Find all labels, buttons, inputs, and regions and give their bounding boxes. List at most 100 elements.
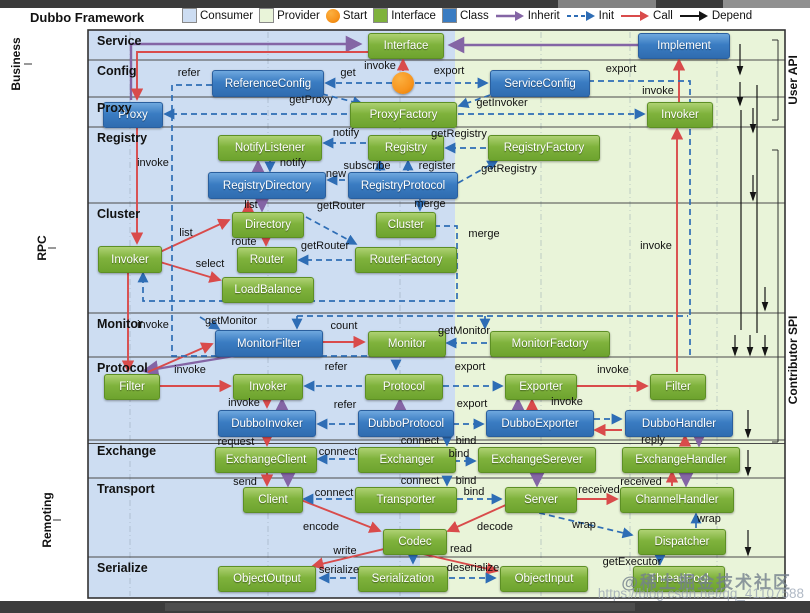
edge-label: write [333, 545, 357, 557]
node-router: Router [237, 247, 297, 273]
top-bar-segment [723, 0, 810, 8]
side-label-contributor-spi: Contributor SPI [786, 315, 800, 405]
edge-label: serialize [318, 564, 360, 576]
edge-label: getRegistry [481, 163, 537, 175]
class-swatch-icon [441, 8, 457, 23]
node-object-output: ObjectOutput [218, 566, 316, 592]
edge-label: invoke [174, 364, 206, 376]
edge-label: refer [177, 67, 201, 79]
layer-label-config: Config [97, 64, 137, 78]
edge-call [413, 551, 499, 575]
edge-label: wrap [572, 519, 596, 531]
edge-label: getInvoker [476, 97, 528, 109]
edge-label: notify [332, 127, 360, 139]
interface-swatch-icon [373, 8, 389, 23]
edge-label: getRegistry [431, 128, 487, 140]
edge-label: connect [318, 446, 358, 458]
edge-label: send [233, 476, 257, 488]
node-exporter: Exporter [505, 374, 577, 400]
init-arrow-icon [566, 10, 595, 21]
edge-label: bind [455, 475, 477, 487]
node-dubbo-handler: DubboHandler [625, 410, 733, 437]
start-dot [392, 72, 414, 94]
legend-item-start: Start [325, 8, 368, 23]
legend-item-depend: Depend [679, 10, 752, 22]
side-label-remoting: Remoting [40, 492, 54, 548]
provider-swatch-icon [259, 8, 275, 23]
watermark-url: https://blog.csdn.net/qq_41107588 [597, 586, 804, 601]
consumer-swatch-icon [182, 8, 197, 23]
edge-label: received [620, 476, 662, 488]
call-arrow-icon [621, 10, 650, 21]
edge-label: register [418, 160, 456, 172]
edge-label: list [244, 199, 258, 211]
node-load-balance: LoadBalance [222, 277, 314, 303]
node-invoker-cluster: Invoker [98, 246, 162, 273]
node-cluster: Cluster [376, 212, 436, 238]
edge-init [171, 84, 402, 371]
node-object-input: ObjectInput [500, 566, 588, 592]
edge-label: wrap [697, 513, 721, 525]
node-router-factory: RouterFactory [355, 247, 457, 273]
edge-label: bind [455, 435, 477, 447]
edge-label: getRouter [300, 240, 350, 252]
legend-label: Start [342, 9, 368, 22]
node-dubbo-protocol: DubboProtocol [358, 410, 454, 437]
legend-label: Class [459, 9, 489, 22]
edge-label: invoke [137, 157, 169, 169]
edge-label: invoke [137, 319, 169, 331]
layer-label-registry: Registry [97, 131, 148, 145]
edge-label: select [195, 258, 225, 270]
legend-item-class: Class [441, 8, 489, 23]
layer-label-proxy: Proxy [97, 101, 132, 115]
edge-label: export [456, 398, 488, 410]
node-registry-protocol: RegistryProtocol [348, 172, 458, 199]
legend-label: Provider [277, 9, 320, 22]
edge-label: read [449, 543, 473, 555]
start-dot-icon [325, 8, 340, 23]
legend-label: Call [653, 9, 673, 22]
node-filter-right: Filter [650, 374, 706, 400]
node-protocol: Protocol [365, 374, 443, 400]
watermark-community: @稀土掘金技术社区 [621, 573, 792, 592]
edge-init [457, 94, 491, 109]
node-dispatcher: Dispatcher [638, 529, 726, 555]
node-proxy-factory: ProxyFactory [350, 102, 457, 128]
diagram-border [87, 29, 786, 599]
edge-call [130, 51, 395, 101]
inherit-arrow-icon [495, 10, 524, 21]
edge-label: invoke [640, 240, 672, 252]
layer-label-transport: Transport [97, 482, 155, 496]
legend-item-init: Init [566, 10, 614, 22]
node-monitor-filter: MonitorFilter [215, 330, 323, 357]
edge-label: export [605, 63, 637, 75]
legend-label: Inherit [527, 9, 560, 22]
node-reference-config: ReferenceConfig [212, 70, 324, 97]
node-registry-directory: RegistryDirectory [208, 172, 326, 199]
legend-label: Depend [711, 9, 753, 22]
bottom-bar-segment [165, 603, 635, 611]
node-exchange-handler: ExchangeHandler [622, 447, 740, 473]
layer-label-protocol: Protocol [97, 361, 148, 375]
edge-label: invoke [551, 396, 583, 408]
edge-label: bind [463, 486, 485, 498]
edge-label: getMonitor [205, 315, 257, 327]
edge-label: bind [448, 448, 470, 460]
edge-label: route [231, 236, 257, 248]
node-invoker-protocol: Invoker [233, 374, 303, 400]
legend: Consumer Provider Start Interface Class Inher… [182, 8, 752, 23]
node-exchange-client: ExchangeClient [215, 447, 317, 473]
node-codec: Codec [383, 529, 447, 555]
edge-label: reply [641, 434, 665, 446]
node-implement: Implement [638, 33, 730, 59]
node-monitor-factory: MonitorFactory [490, 331, 610, 357]
edge-label: notify [279, 157, 307, 169]
edge-label: received [578, 484, 620, 496]
edge-init [137, 225, 458, 302]
layer-label-cluster: Cluster [97, 207, 141, 221]
edge-call [147, 342, 214, 373]
legend-item-call: Call [620, 10, 673, 22]
edge-label: deserialize [446, 562, 500, 574]
edge-label: invoke [642, 85, 674, 97]
edge-label: getExecutor [602, 556, 662, 568]
